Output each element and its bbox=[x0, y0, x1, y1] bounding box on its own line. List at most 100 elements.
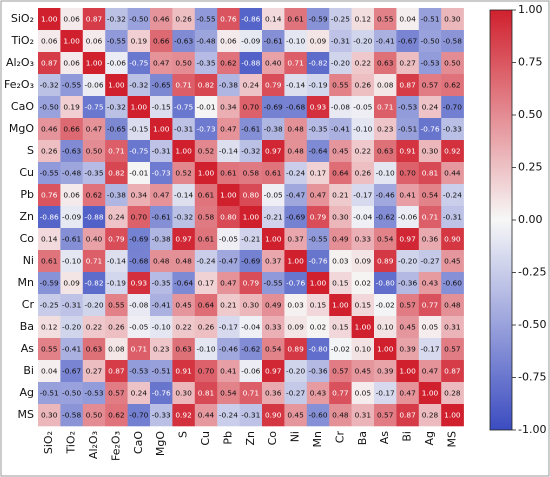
heatmap-cell bbox=[418, 272, 442, 295]
heatmap-cell bbox=[329, 74, 352, 97]
heatmap-cell bbox=[60, 360, 84, 383]
heatmap-cell bbox=[396, 74, 420, 97]
cell-value-label: 0.48 bbox=[287, 125, 304, 134]
heatmap-cell bbox=[396, 30, 420, 53]
cell-value-label: 0.61 bbox=[198, 235, 215, 244]
cell-value-label: 0.62 bbox=[86, 191, 102, 200]
cell-value-label: 0.24 bbox=[131, 389, 148, 398]
row-label: Bi bbox=[23, 364, 34, 377]
cell-value-label: 0.04 bbox=[399, 15, 416, 24]
cell-value-label: 0.79 bbox=[310, 213, 327, 222]
heatmap-cell bbox=[441, 8, 464, 31]
heatmap-cell bbox=[329, 96, 352, 119]
heatmap-cell bbox=[82, 228, 106, 251]
heatmap-cell bbox=[239, 316, 263, 339]
cell-value-label: 0.19 bbox=[63, 103, 80, 112]
heatmap-cell bbox=[82, 74, 106, 97]
heatmap-cell bbox=[82, 96, 106, 119]
cell-value-label: 0.97 bbox=[265, 147, 282, 156]
cell-value-label: 0.49 bbox=[265, 301, 282, 310]
heatmap-cell bbox=[60, 8, 84, 31]
heatmap-cell bbox=[127, 74, 151, 97]
heatmap-cell bbox=[329, 338, 352, 361]
cell-value-label: 0.09 bbox=[310, 37, 327, 46]
cell-value-label: 0.27 bbox=[86, 367, 103, 376]
heatmap-cell bbox=[284, 228, 308, 251]
heatmap-cell bbox=[194, 272, 218, 295]
heatmap-cell bbox=[194, 228, 218, 251]
cell-value-label: -0.06 bbox=[241, 367, 260, 376]
cell-value-label: 0.47 bbox=[399, 389, 416, 398]
cell-value-label: 0.46 bbox=[153, 15, 170, 24]
cell-value-label: 0.41 bbox=[220, 367, 237, 376]
heatmap-cell bbox=[418, 206, 442, 229]
heatmap-cell bbox=[374, 404, 397, 427]
cell-value-label: 0.48 bbox=[332, 411, 349, 420]
heatmap-cell bbox=[194, 338, 218, 361]
cell-value-label: -0.58 bbox=[62, 411, 81, 420]
heatmap-cell bbox=[105, 184, 128, 207]
cell-value-label: 0.57 bbox=[444, 345, 461, 354]
column-label: Fe₂O₃ bbox=[109, 431, 122, 461]
heatmap-cell bbox=[194, 184, 218, 207]
heatmap-cell bbox=[172, 74, 196, 97]
cell-value-label: -0.21 bbox=[241, 235, 260, 244]
cell-value-label: 0.77 bbox=[332, 389, 349, 398]
cell-value-label: 1.00 bbox=[377, 345, 394, 354]
row-label: CaO bbox=[11, 100, 34, 113]
heatmap-cell bbox=[284, 162, 308, 185]
cell-value-label: 0.10 bbox=[355, 345, 372, 354]
cell-value-label: 0.48 bbox=[444, 301, 461, 310]
cell-value-label: 0.70 bbox=[198, 367, 215, 376]
heatmap-cell bbox=[82, 184, 106, 207]
column-label: Bi bbox=[401, 431, 414, 442]
heatmap-cell bbox=[150, 8, 173, 31]
cell-value-label: 0.06 bbox=[63, 15, 80, 24]
cell-value-label: 0.71 bbox=[86, 257, 103, 266]
cell-value-label: 1.00 bbox=[86, 59, 103, 68]
heatmap-cell bbox=[306, 162, 330, 185]
heatmap-cell bbox=[418, 184, 442, 207]
cell-value-label: 0.31 bbox=[355, 411, 372, 420]
heatmap-cell bbox=[217, 382, 240, 405]
heatmap-cell bbox=[306, 382, 330, 405]
cell-value-label: 0.21 bbox=[220, 301, 237, 310]
heatmap-cell bbox=[329, 140, 352, 163]
row-label: Cr bbox=[22, 298, 35, 311]
heatmap-cell bbox=[239, 162, 263, 185]
column-label: Ag bbox=[423, 431, 436, 446]
heatmap-cell bbox=[306, 184, 330, 207]
heatmap-cell bbox=[194, 162, 218, 185]
heatmap-cell bbox=[374, 294, 397, 317]
cell-value-label: 1.00 bbox=[399, 367, 416, 376]
cell-value-label: -0.10 bbox=[196, 345, 215, 354]
heatmap-cell bbox=[150, 74, 173, 97]
heatmap-cell bbox=[374, 382, 397, 405]
heatmap-cell bbox=[194, 140, 218, 163]
cell-value-label: -0.10 bbox=[152, 323, 171, 332]
cell-value-label: 0.52 bbox=[175, 169, 191, 178]
cell-value-label: -0.38 bbox=[264, 125, 283, 134]
heatmap-cell bbox=[262, 404, 285, 427]
heatmap-cell bbox=[396, 184, 420, 207]
heatmap-cell bbox=[150, 250, 173, 273]
cell-value-label: 0.71 bbox=[422, 213, 439, 222]
heatmap-cell bbox=[239, 52, 263, 75]
heatmap-cell bbox=[306, 316, 330, 339]
heatmap-cell bbox=[217, 316, 240, 339]
cell-value-label: 0.70 bbox=[243, 103, 260, 112]
cell-value-label: 0.89 bbox=[377, 257, 394, 266]
row-label: Co bbox=[20, 232, 35, 245]
column-label: S bbox=[177, 431, 190, 438]
cell-value-label: 0.61 bbox=[41, 257, 58, 266]
heatmap-cell bbox=[351, 272, 375, 295]
heatmap-cell bbox=[262, 294, 285, 317]
cell-value-label: 0.48 bbox=[287, 147, 304, 156]
colorbar-tick-label: -0.75 bbox=[518, 371, 546, 384]
heatmap-cell bbox=[105, 382, 128, 405]
cell-value-label: -0.41 bbox=[152, 301, 171, 310]
colorbar-tick-label: -0.25 bbox=[518, 266, 546, 279]
cell-value-label: 0.30 bbox=[422, 147, 439, 156]
cell-value-label: 1.00 bbox=[444, 411, 461, 420]
heatmap-cell bbox=[105, 228, 128, 251]
